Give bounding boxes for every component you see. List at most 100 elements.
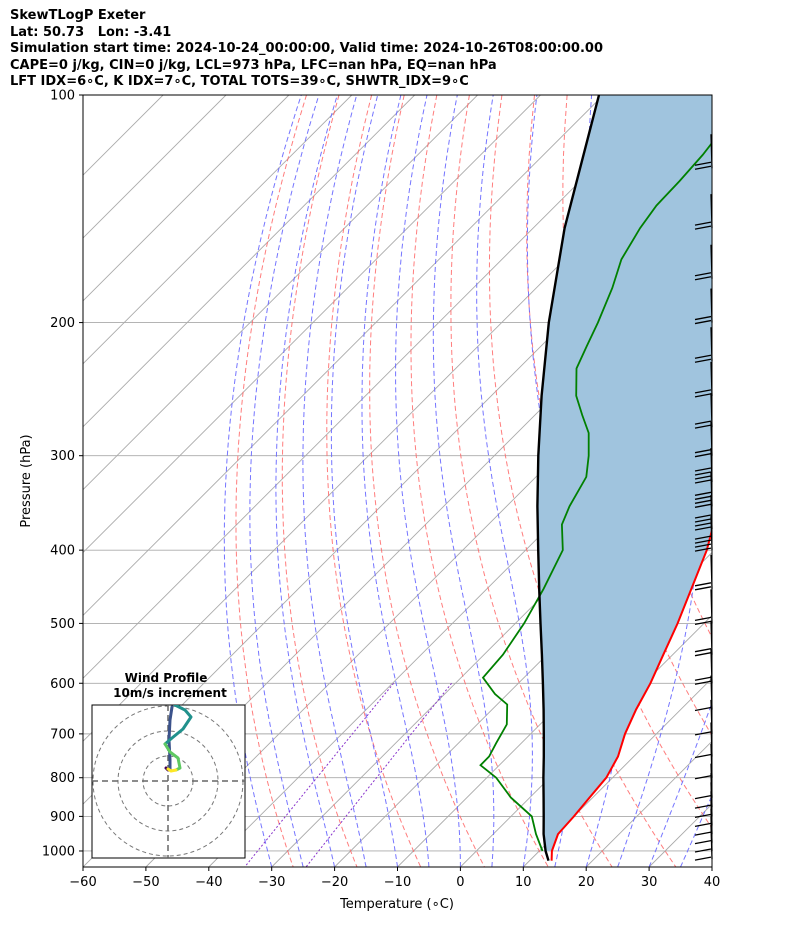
barb-flag (694, 503, 712, 508)
parcel-line (536, 95, 601, 862)
moist-adiabat (361, 95, 430, 867)
y-tick-label: 600 (50, 677, 75, 692)
barb-flag (694, 535, 712, 540)
barb-flag (694, 276, 712, 281)
isotherm-line (83, 95, 416, 428)
barb-flag (694, 616, 712, 622)
barb-flag (694, 479, 712, 484)
barb-flag (694, 543, 712, 548)
x-tick-label: −20 (321, 875, 348, 890)
moist-adiabat (744, 95, 794, 867)
dry-adiabat (730, 95, 794, 867)
dry-adiabat (763, 95, 794, 867)
wind-barb (694, 763, 713, 800)
barb-flag (694, 620, 712, 626)
moist-adiabat (395, 95, 461, 867)
hodograph-subtitle: 10m/s increment (113, 686, 227, 700)
barb-flag (694, 676, 712, 681)
dry-adiabat (235, 95, 307, 867)
dry-adiabat (369, 95, 485, 867)
sounding-profiles (479, 95, 712, 862)
barb-flag (694, 420, 712, 425)
moist-adiabat (330, 95, 398, 867)
y-tick-label: 500 (50, 617, 75, 632)
hodograph-segment (163, 705, 193, 746)
barb-flag (694, 221, 712, 226)
barb-flag (694, 753, 712, 759)
barb-flag (694, 831, 712, 836)
barb-flag (694, 706, 712, 712)
header-convective-params: CAPE=0 j/kg, CIN=0 j/kg, LCL=973 hPa, LF… (10, 57, 497, 73)
x-tick-label: 40 (704, 875, 721, 890)
wind-barb (694, 589, 713, 626)
header-station: SkewTLogP Exeter (10, 8, 146, 23)
x-tick-label: −10 (384, 875, 411, 890)
barb-flag (694, 354, 712, 359)
y-tick-label: 700 (50, 727, 75, 742)
mixing-ratio-line (244, 682, 394, 867)
barb-flag (694, 526, 712, 531)
barb-flag (694, 547, 712, 552)
header-location: Lat: 50.73 Lon: -3.41 (10, 24, 172, 40)
barb-flag (694, 813, 712, 819)
dry-adiabat (410, 95, 549, 867)
header-times: Simulation start time: 2024-10-24_00:00:… (10, 41, 603, 56)
moist-adiabat (680, 794, 712, 867)
y-tick-label: 400 (50, 544, 75, 559)
x-tick-label: 0 (456, 875, 464, 890)
barb-flag (694, 680, 712, 685)
y-axis-label: Pressure (hPa) (19, 434, 34, 527)
moist-adiabat (526, 95, 579, 867)
barb-flag (694, 539, 712, 544)
isotherm-line (83, 95, 667, 679)
hodograph-trace (163, 705, 193, 773)
isotherm-line (83, 95, 478, 491)
isotherm-line (83, 95, 290, 302)
barb-flag (694, 393, 712, 398)
moist-adiabat (302, 95, 367, 867)
dry-adiabat (281, 95, 358, 867)
barb-flag (694, 731, 712, 736)
dewpoint-line (479, 141, 712, 852)
chart-header: SkewTLogP Exeter Lat: 50.73 Lon: -3.41 Sim… (10, 8, 603, 91)
barb-flag (694, 161, 712, 166)
y-tick-label: 1000 (42, 844, 75, 859)
barb-flag (694, 424, 712, 429)
hodograph-title: Wind Profile (125, 671, 208, 685)
hodograph-inset: Wind Profile 10m/s increment (91, 671, 246, 859)
moist-adiabat (476, 95, 533, 867)
hodograph-segment (163, 742, 182, 772)
barb-flag (694, 840, 712, 845)
barb-flag (694, 453, 712, 458)
cin-cape-shading (537, 95, 712, 851)
y-tick-label: 100 (50, 89, 75, 104)
barb-flag (694, 804, 712, 809)
isotherm-line (83, 95, 541, 554)
barb-flag (694, 499, 712, 504)
x-tick-label: −30 (258, 875, 285, 890)
moist-adiabat (617, 95, 700, 867)
moist-adiabat (648, 701, 712, 867)
isotherm-line (711, 866, 712, 867)
moist-adiabat (275, 95, 338, 867)
header-stability-indices: LFT IDX=6∘C, K IDX=7∘C, TOTAL TOTS=39∘C,… (10, 74, 469, 89)
moist-adiabat (223, 95, 302, 867)
barb-flag (694, 319, 712, 325)
barb-flag (694, 225, 712, 230)
dry-adiabat (450, 95, 613, 867)
moist-adiabat (432, 95, 495, 867)
barb-flag (694, 272, 712, 277)
barb-flag (694, 471, 712, 476)
barb-flag (694, 848, 712, 853)
barb-flag (694, 582, 712, 587)
barb-flag (694, 165, 712, 170)
barb-flag (694, 389, 712, 394)
x-tick-label: −50 (132, 875, 159, 890)
y-axis-ticks: 100 200 300 400 500 600 700 800 900 1000 (42, 89, 83, 859)
y-tick-label: 200 (50, 316, 75, 331)
isotherm-line (83, 95, 604, 617)
x-axis-ticks: −60 −50 −40 −30 −20 −10 0 10 20 30 40 (69, 867, 720, 890)
barb-flag (694, 518, 712, 523)
x-tick-label: 30 (641, 875, 658, 890)
